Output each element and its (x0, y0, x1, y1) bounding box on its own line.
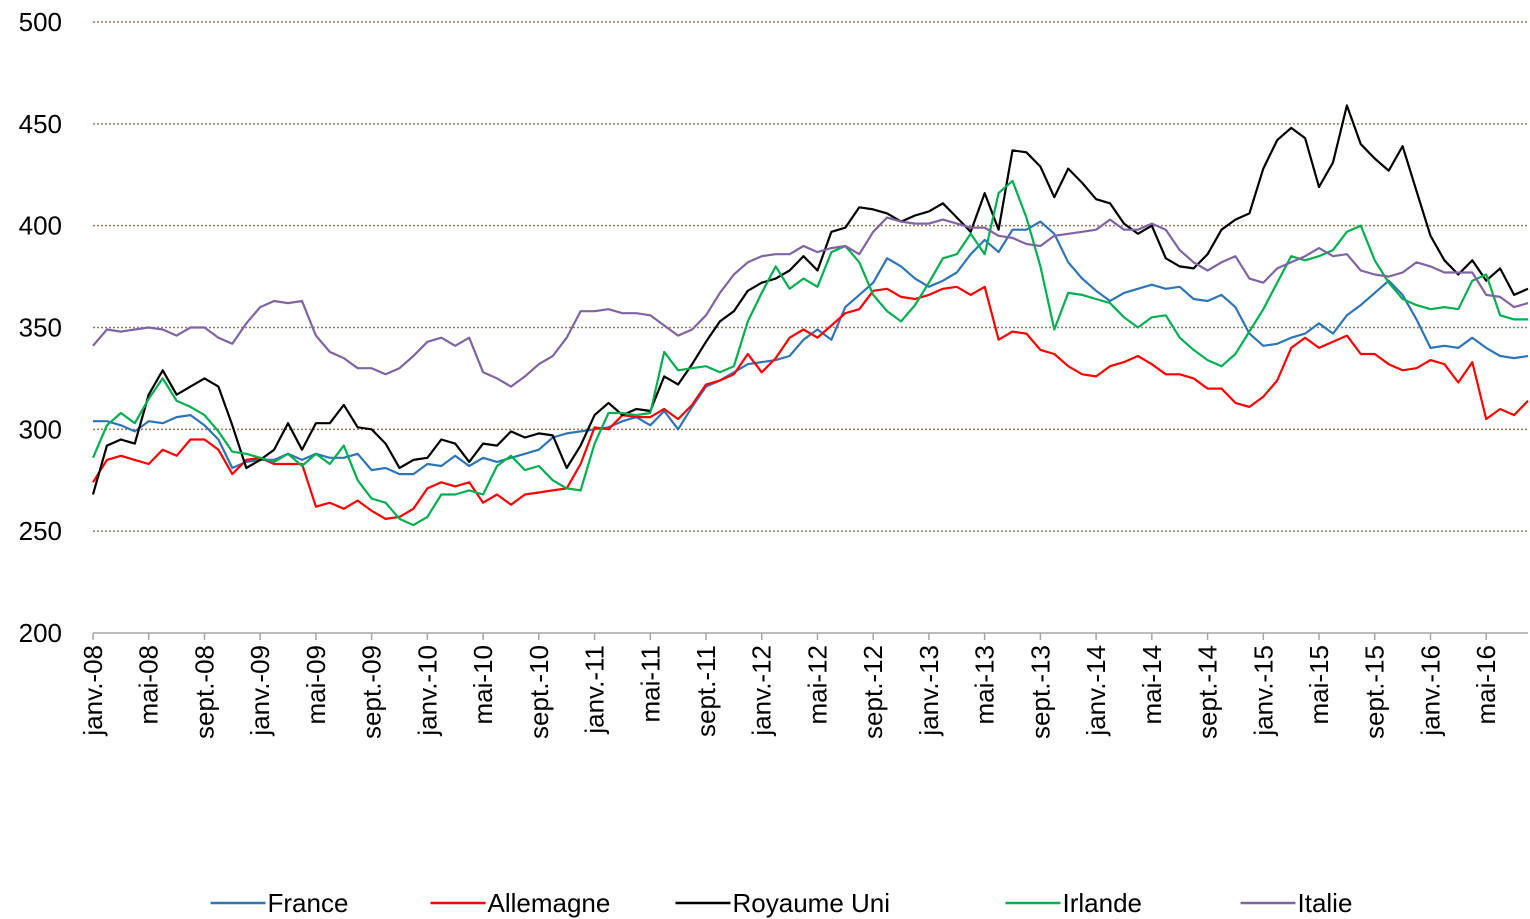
series-line (92, 285, 1529, 520)
x-tick-label: mai-12 (802, 645, 832, 724)
x-tick-label: sept.-13 (1025, 645, 1055, 739)
x-tick-label: mai-10 (468, 645, 498, 724)
x-tick-label: janv.-16 (1415, 645, 1445, 737)
x-tick-label: sept.-14 (1193, 645, 1223, 739)
y-tick-label: 300 (19, 414, 62, 444)
x-tick-label: mai-08 (134, 645, 164, 724)
x-tick-label: sept.-10 (524, 645, 554, 739)
x-tick-label: janv.-09 (245, 645, 275, 737)
x-tick-label: janv.-15 (1248, 645, 1278, 737)
legend-label: Allemagne (488, 888, 611, 918)
x-tick-label: mai-14 (1137, 645, 1167, 724)
legend-label: Irlande (1063, 888, 1143, 918)
x-tick-label: sept.-08 (189, 645, 219, 739)
x-tick-label: mai-15 (1304, 645, 1334, 724)
x-tick-label: sept.-09 (357, 645, 387, 739)
x-tick-label: janv.-14 (1081, 645, 1111, 737)
y-tick-label: 200 (19, 618, 62, 648)
legend-label: Italie (1298, 888, 1353, 918)
x-tick-label: mai-09 (301, 645, 331, 724)
x-tick-label: janv.-13 (914, 645, 944, 737)
y-tick-label: 500 (19, 7, 62, 37)
x-tick-label: mai-16 (1471, 645, 1501, 724)
y-tick-label: 350 (19, 313, 62, 343)
x-tick-label: sept.-11 (691, 645, 721, 737)
y-tick-label: 450 (19, 109, 62, 139)
legend-label: France (268, 888, 349, 918)
series-line (91, 179, 1528, 527)
legend-label: Royaume Uni (733, 888, 891, 918)
x-tick-label: mai-13 (970, 645, 1000, 724)
x-tick-label: sept.-12 (858, 645, 888, 739)
x-tick-label: janv.-11 (580, 645, 610, 735)
x-tick-label: janv.-12 (747, 645, 777, 737)
series-line (91, 104, 1529, 495)
y-tick-label: 250 (19, 516, 62, 546)
series-line (92, 216, 1529, 388)
x-tick-label: janv.-08 (78, 645, 108, 737)
y-tick-label: 400 (19, 211, 62, 241)
x-tick-label: sept.-15 (1360, 645, 1390, 739)
x-tick-label: mai-11 (635, 645, 665, 723)
x-tick-label: janv.-10 (412, 645, 442, 737)
